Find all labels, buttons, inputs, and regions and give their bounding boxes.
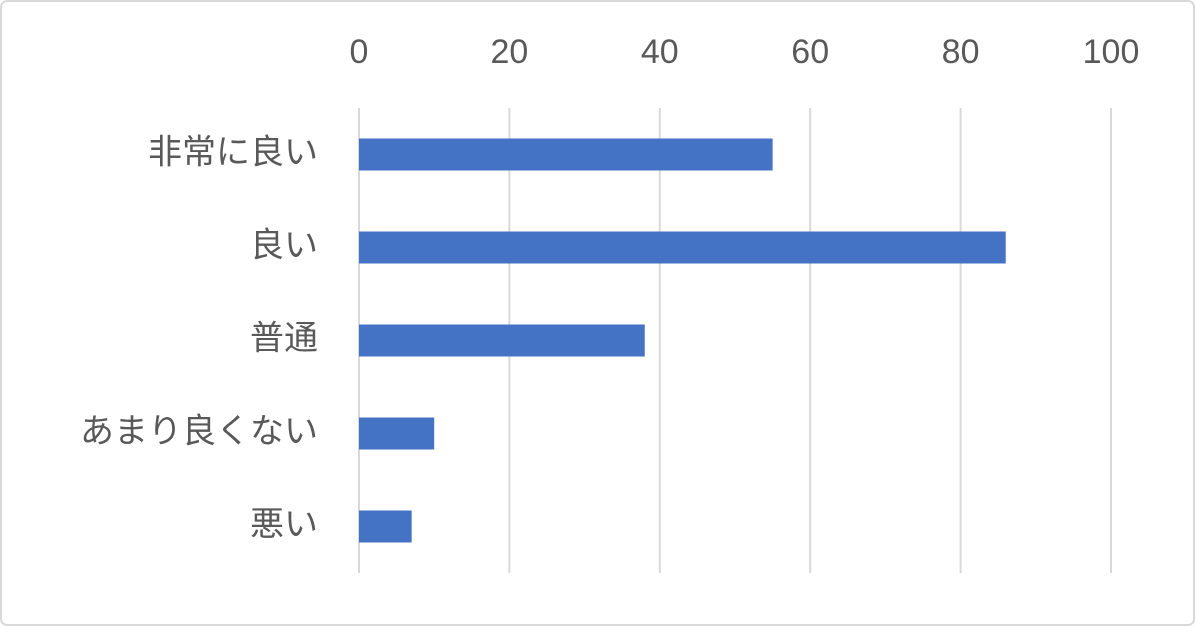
y-tick-label: 普通 [250,319,318,357]
y-tick-label: 非常に良い [148,133,318,171]
bar [359,231,1006,264]
x-tick-label: 60 [791,33,829,71]
bar [359,510,412,543]
x-tick-label: 40 [641,33,679,71]
bar [359,138,773,171]
bar [359,324,645,357]
bar [359,417,435,450]
y-tick-label: 良い [250,226,318,264]
y-tick-label: 悪い [250,505,318,543]
x-tick-label: 0 [350,33,369,71]
x-tick-label: 20 [490,33,528,71]
x-tick-label: 100 [1083,33,1140,71]
y-tick-label: あまり良くない [80,412,318,450]
x-tick-label: 80 [942,33,980,71]
